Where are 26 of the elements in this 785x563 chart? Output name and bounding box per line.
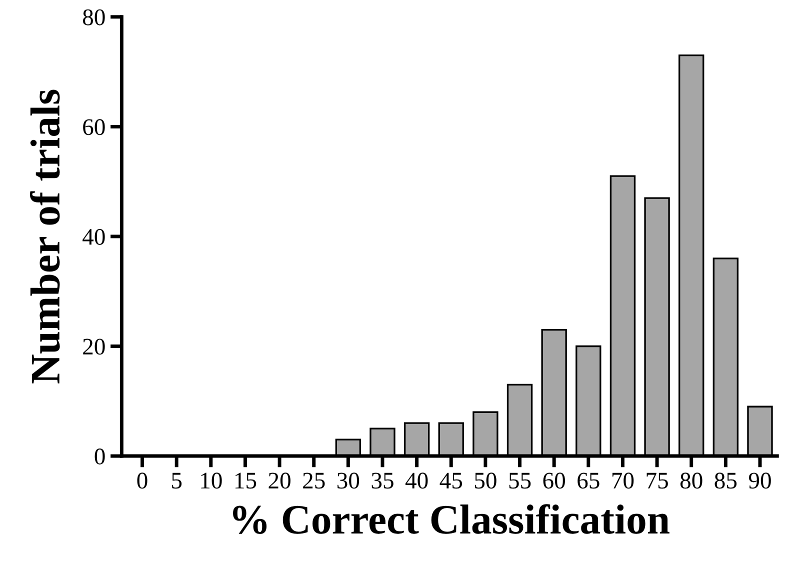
x-tick-label: 30	[338, 472, 360, 489]
y-tick-label: 40	[82, 228, 105, 245]
y-tick-label: 80	[82, 9, 105, 26]
x-tick-label: 40	[405, 472, 428, 489]
x-tick-label: 75	[646, 472, 668, 489]
x-tick-label: 60	[543, 472, 565, 489]
x-tick-label: 45	[440, 472, 462, 489]
x-tick-label: 50	[475, 472, 496, 489]
y-tick-label: 0	[94, 448, 105, 464]
y-tick-label: 20	[83, 338, 105, 355]
x-tick-label: 80	[680, 472, 702, 489]
x-tick-label: 90	[748, 472, 771, 489]
x-tick-label: 15	[235, 472, 256, 489]
x-tick-label: 65	[578, 472, 600, 489]
x-tick-label: 35	[372, 472, 394, 489]
x-tick-label: 70	[612, 472, 634, 489]
x-axis-title: % Correct Classification	[233, 504, 670, 534]
x-tick-label: 85	[714, 472, 737, 489]
y-tick-label: 60	[83, 119, 105, 136]
x-tick-label: 55	[509, 472, 531, 489]
x-tick-label: 5	[172, 472, 182, 489]
x-tick-label: 0	[137, 472, 148, 489]
x-tick-label: 10	[201, 472, 222, 489]
x-tick-label: 20	[268, 472, 290, 489]
x-tick-label: 25	[303, 472, 325, 489]
y-axis-title: Number of trials	[30, 90, 60, 384]
